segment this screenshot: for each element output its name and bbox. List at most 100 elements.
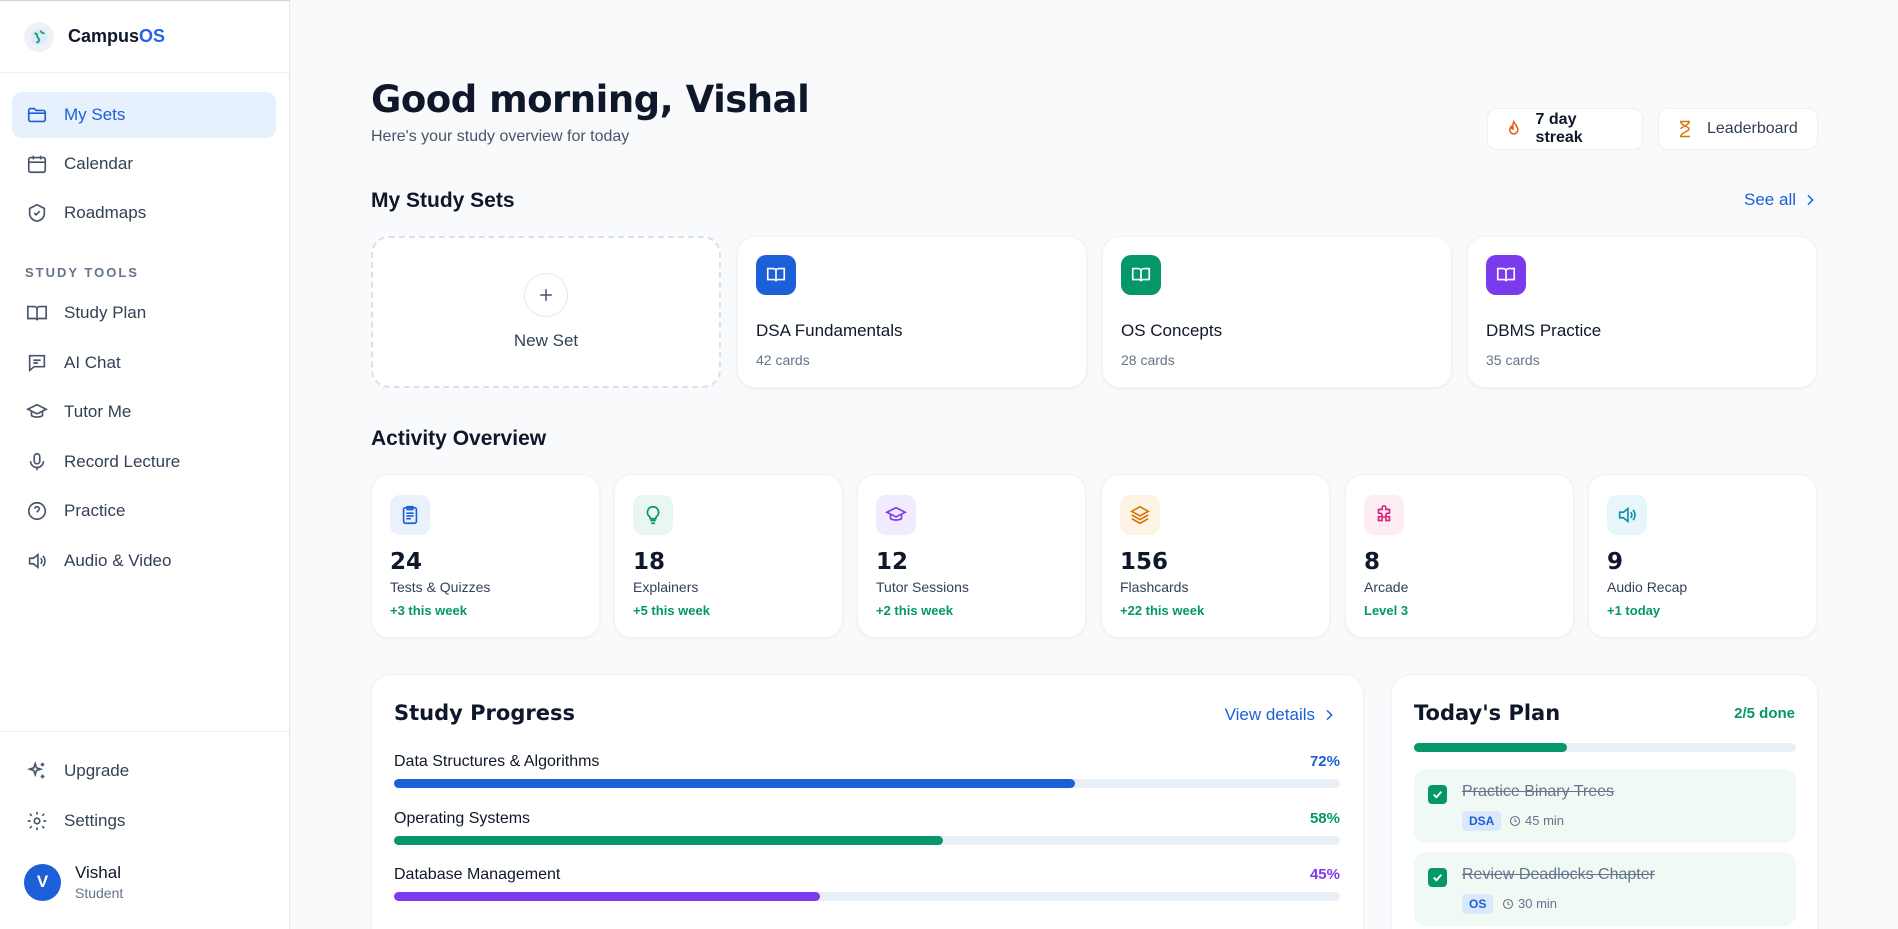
sidebar-item-my-sets[interactable]: My Sets bbox=[12, 92, 276, 138]
calendar-icon bbox=[27, 155, 47, 174]
sidebar-item-label: Calendar bbox=[64, 154, 133, 173]
brand[interactable]: CampusOS bbox=[0, 1, 289, 73]
plan-task[interactable]: Practice Binary Trees DSA 45 min bbox=[1414, 769, 1796, 843]
chat-icon bbox=[28, 354, 46, 373]
leaderboard-button[interactable]: Leaderboard bbox=[1658, 108, 1818, 150]
activity-label: Tutor Sessions bbox=[876, 579, 969, 595]
progress-subject: Data Structures & Algorithms bbox=[394, 753, 600, 770]
activity-label: Explainers bbox=[633, 579, 699, 595]
activity-value: 12 bbox=[876, 549, 909, 575]
study-set-count: 35 cards bbox=[1486, 352, 1540, 368]
activity-label: Audio Recap bbox=[1607, 579, 1688, 595]
progress-row: Data Structures & Algorithms 72% bbox=[394, 753, 1340, 788]
checkbox-checked-icon[interactable] bbox=[1428, 868, 1447, 887]
plan-task[interactable]: Review Deadlocks Chapter OS 30 min bbox=[1414, 852, 1796, 926]
brand-name: CampusOS bbox=[68, 26, 165, 47]
progress-track bbox=[394, 892, 1340, 901]
study-set-count: 28 cards bbox=[1121, 352, 1175, 368]
sidebar-item-label: Record Lecture bbox=[64, 452, 181, 471]
hourglass-icon bbox=[1680, 120, 1690, 138]
sidebar-item-study-plan[interactable]: Study Plan bbox=[12, 290, 276, 336]
clock-icon bbox=[1509, 815, 1521, 826]
activity-delta: +5 this week bbox=[633, 603, 710, 618]
help-circle-icon bbox=[27, 501, 47, 521]
activity-card-tutor-sessions[interactable]: 12 Tutor Sessions +2 this week bbox=[857, 474, 1086, 638]
study-set-count: 42 cards bbox=[756, 352, 810, 368]
todays-plan-panel: Today's Plan 2/5 done Practice Binary Tr… bbox=[1391, 674, 1818, 929]
clipboard-icon bbox=[390, 495, 430, 535]
brand-name-accent: OS bbox=[139, 26, 166, 46]
progress-fill bbox=[394, 836, 943, 845]
study-set-card[interactable]: DSA Fundamentals 42 cards bbox=[737, 236, 1087, 388]
microphone-icon bbox=[29, 452, 45, 471]
see-all-link[interactable]: See all bbox=[1744, 190, 1818, 210]
sidebar-item-label: Audio & Video bbox=[64, 551, 172, 570]
speaker-icon bbox=[1607, 495, 1647, 535]
activity-card-tests[interactable]: 24 Tests & Quizzes +3 this week bbox=[371, 474, 600, 638]
task-title: Practice Binary Trees bbox=[1462, 783, 1615, 800]
page-title: Good morning, Vishal bbox=[371, 78, 810, 121]
sidebar-item-upgrade[interactable]: Upgrade bbox=[12, 748, 276, 794]
task-title: Review Deadlocks Chapter bbox=[1462, 866, 1655, 883]
graduation-cap-icon bbox=[876, 495, 916, 535]
plus-icon bbox=[524, 273, 568, 317]
progress-fill bbox=[394, 779, 1076, 788]
new-set-card[interactable]: New Set bbox=[371, 236, 721, 388]
activity-value: 18 bbox=[633, 549, 666, 575]
progress-fill bbox=[394, 892, 820, 901]
task-tag: DSA bbox=[1462, 811, 1502, 831]
progress-percent: 72% bbox=[1309, 753, 1340, 770]
sidebar-item-settings[interactable]: Settings bbox=[12, 798, 276, 844]
progress-percent: 58% bbox=[1309, 810, 1340, 827]
task-duration: 45 min bbox=[1525, 813, 1565, 828]
activity-label: Arcade bbox=[1364, 579, 1409, 595]
study-set-card[interactable]: DBMS Practice 35 cards bbox=[1467, 236, 1817, 388]
progress-track bbox=[394, 779, 1340, 788]
activity-card-arcade[interactable]: 8 Arcade Level 3 bbox=[1345, 474, 1574, 638]
progress-subject: Operating Systems bbox=[394, 810, 531, 827]
sidebar-item-audio-video[interactable]: Audio & Video bbox=[12, 538, 276, 584]
chevron-right-icon bbox=[1807, 194, 1814, 206]
chevron-right-icon bbox=[1326, 709, 1333, 721]
task-time: 45 min bbox=[1509, 813, 1564, 828]
sidebar-item-ai-chat[interactable]: AI Chat bbox=[12, 340, 276, 386]
see-all-label: See all bbox=[1744, 190, 1796, 209]
sidebar-item-label: Study Plan bbox=[64, 303, 147, 322]
clock-icon bbox=[1502, 898, 1514, 909]
avatar: V bbox=[24, 863, 61, 901]
activity-card-audio-recap[interactable]: 9 Audio Recap +1 today bbox=[1588, 474, 1817, 638]
activity-card-flashcards[interactable]: 156 Flashcards +22 this week bbox=[1101, 474, 1330, 638]
activity-delta: Level 3 bbox=[1364, 603, 1409, 618]
study-set-title: DBMS Practice bbox=[1486, 321, 1602, 340]
book-icon bbox=[756, 255, 796, 295]
activity-delta: +22 this week bbox=[1120, 603, 1205, 618]
study-progress-panel: Study Progress View details Data Structu… bbox=[371, 674, 1364, 929]
activity-value: 156 bbox=[1120, 549, 1169, 575]
sparkles-icon bbox=[27, 761, 45, 779]
plan-done-count: 2/5 done bbox=[1734, 705, 1795, 722]
study-set-card[interactable]: OS Concepts 28 cards bbox=[1102, 236, 1452, 388]
study-tools-heading: STUDY TOOLS bbox=[25, 265, 139, 280]
book-icon bbox=[1121, 255, 1161, 295]
progress-percent: 45% bbox=[1309, 866, 1340, 883]
checkbox-checked-icon[interactable] bbox=[1428, 785, 1447, 804]
sidebar-item-tutor-me[interactable]: Tutor Me bbox=[12, 389, 276, 435]
activity-value: 9 bbox=[1607, 549, 1624, 575]
sidebar-divider bbox=[0, 731, 289, 732]
sidebar-item-calendar[interactable]: Calendar bbox=[12, 141, 276, 187]
sidebar-item-record-lecture[interactable]: Record Lecture bbox=[12, 439, 276, 485]
task-tag: OS bbox=[1462, 894, 1494, 914]
sidebar-item-roadmaps[interactable]: Roadmaps bbox=[12, 190, 276, 236]
user-profile[interactable]: V Vishal Student bbox=[24, 863, 123, 901]
activity-delta: +3 this week bbox=[390, 603, 467, 618]
study-sets-title: My Study Sets bbox=[371, 189, 515, 212]
activity-title: Activity Overview bbox=[371, 427, 547, 450]
sidebar-item-label: Tutor Me bbox=[64, 402, 132, 421]
sidebar-item-practice[interactable]: Practice bbox=[12, 488, 276, 534]
activity-card-explainers[interactable]: 18 Explainers +5 this week bbox=[614, 474, 843, 638]
view-details-link[interactable]: View details bbox=[1225, 705, 1337, 725]
activity-delta: +2 this week bbox=[876, 603, 953, 618]
sidebar-item-label: Upgrade bbox=[64, 761, 130, 780]
progress-row: Database Management 45% bbox=[394, 866, 1340, 901]
streak-badge[interactable]: 7 day streak bbox=[1487, 108, 1643, 150]
